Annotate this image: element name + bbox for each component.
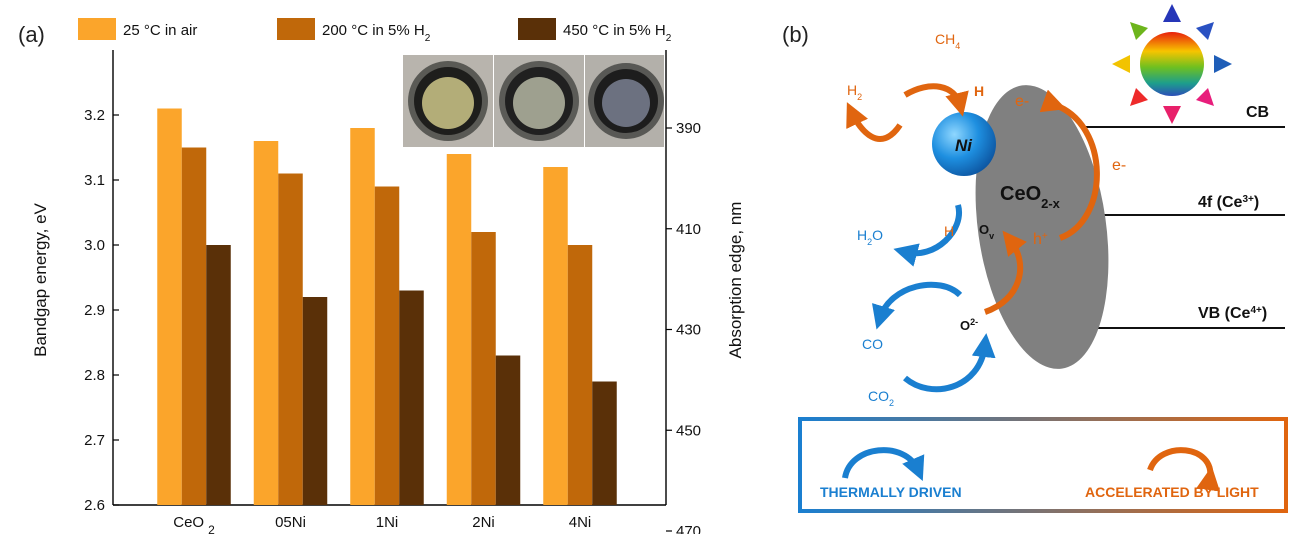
y2-ticks: 390 410 430 450 470	[666, 120, 701, 534]
vb-label: VB (Ce4+)	[1198, 305, 1267, 323]
hole-arrow	[983, 230, 1027, 315]
electron-right-label: e-	[1112, 157, 1126, 174]
electron-arrow	[1039, 89, 1100, 241]
legend-light-arrow-icon	[1147, 447, 1221, 492]
co-arrow	[872, 281, 963, 330]
co-label: CO	[862, 336, 883, 352]
legend-light-label: ACCELERATED BY LIGHT	[1085, 484, 1259, 500]
o2-label: O2-	[960, 317, 978, 333]
legend-swatch-200c	[277, 18, 315, 40]
bar-2ni-series-3	[495, 355, 521, 505]
bar-05ni-series-2	[278, 173, 303, 505]
h2-arrow	[846, 102, 903, 142]
h2o-label: H2O	[857, 227, 883, 247]
h2o-arrow	[893, 204, 963, 267]
x-tick-label: 4Ni	[569, 514, 592, 531]
legend-thermal-label: THERMALLY DRIVEN	[820, 484, 962, 500]
bar-2ni-series-1	[446, 154, 472, 505]
y-tick-label: 3.2	[84, 107, 105, 124]
y-tick-label: 2.7	[84, 432, 105, 449]
y-axis-label: Bandgap energy, eV	[31, 202, 50, 356]
h-top-label: H	[974, 83, 984, 99]
ov-label: Ov	[979, 222, 994, 241]
y-tick-label: 2.8	[84, 367, 105, 384]
4f-label: 4f (Ce3+)	[1198, 194, 1259, 212]
y2-tick-label: 470	[676, 523, 701, 534]
h2-label: H2	[847, 82, 862, 102]
ni-sphere	[932, 112, 996, 176]
legend-label-450c: 450 °C in 5% H2	[563, 22, 672, 44]
legend-label-25c: 25 °C in air	[123, 22, 197, 39]
x-tick-label: 05Ni	[275, 514, 306, 531]
bar-ceo2-series-3	[206, 245, 231, 505]
x-ticks: CeO 2 05Ni 1Ni 2Ni 4Ni	[173, 514, 591, 534]
ch4-label: CH4	[935, 31, 960, 51]
y-tick-label: 2.6	[84, 497, 105, 514]
bar-4ni-series-2	[567, 245, 593, 505]
energy-levels: CB 4f (Ce3+) VB (Ce4+)	[1085, 104, 1285, 329]
sun-icon	[1112, 4, 1232, 124]
pellet-photos	[403, 55, 664, 147]
ch4-arrow	[903, 83, 969, 117]
bar-05ni-series-1	[253, 141, 279, 505]
y-tick-label: 3.0	[84, 237, 105, 254]
bar-4ni-series-1	[543, 167, 568, 505]
y2-tick-label: 390	[676, 120, 701, 137]
bar-1ni-series-3	[399, 290, 424, 505]
bar-ceo2-series-1	[157, 108, 182, 505]
thermal-arrows	[842, 204, 996, 482]
legend-thermal-arrow-icon	[842, 447, 925, 482]
bar-2ni-series-2	[471, 232, 496, 505]
legend-swatch-25c	[78, 18, 116, 40]
pellet-photo-200c	[494, 55, 584, 147]
co2-arrow	[903, 333, 996, 393]
bar-05ni-series-3	[302, 297, 328, 505]
y2-tick-label: 430	[676, 322, 701, 339]
y2-axis-label: Absorption edge, nm	[726, 202, 745, 359]
bars	[157, 108, 617, 505]
x-tick-label: 2Ni	[472, 514, 495, 531]
bar-4ni-series-3	[592, 381, 617, 505]
bar-1ni-series-2	[374, 186, 400, 505]
bar-1ni-series-1	[350, 128, 375, 505]
y2-tick-label: 410	[676, 221, 701, 238]
legend-swatch-450c	[518, 18, 556, 40]
panel-b-label: (b)	[782, 22, 809, 47]
bar-ceo2-series-2	[181, 147, 207, 505]
hole-label: h+	[1033, 231, 1048, 249]
light-arrows	[846, 83, 1221, 492]
h-left-label: H	[944, 223, 954, 239]
y-tick-label: 3.1	[84, 172, 105, 189]
legend: 25 °C in air 200 °C in 5% H2 450 °C in 5…	[78, 18, 672, 44]
ceo2-label: CeO2-x	[1000, 183, 1061, 211]
x-tick-label: 1Ni	[376, 514, 399, 531]
pellet-photo-450c	[585, 55, 664, 147]
y-tick-label: 2.9	[84, 302, 105, 319]
mechanism-legend-box	[798, 417, 1288, 513]
pellet-photo-25c	[403, 55, 493, 147]
x-tick-label: CeO 2	[173, 514, 215, 534]
legend-label-200c: 200 °C in 5% H2	[322, 22, 431, 44]
y-ticks: 2.6 2.7 2.8 2.9 3.0 3.1 3.2	[84, 107, 119, 514]
y2-tick-label: 450	[676, 422, 701, 439]
co2-label: CO2	[868, 388, 894, 408]
ni-label: Ni	[955, 136, 973, 155]
cb-label: CB	[1246, 104, 1269, 121]
electron-top-label: e-	[1015, 93, 1029, 110]
panel-a-label: (a)	[18, 22, 45, 47]
species-labels: CH4 H2 H e- e- H h+ H2O Ov O2- CO CO2	[847, 31, 1126, 408]
